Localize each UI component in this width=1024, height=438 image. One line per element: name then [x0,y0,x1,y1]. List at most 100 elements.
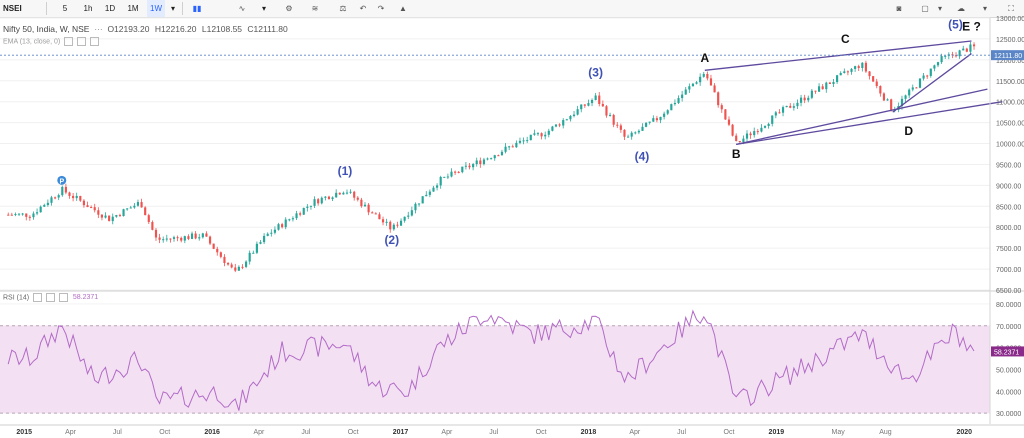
candle [814,90,817,92]
candle [205,233,208,237]
interval-dropdown-icon[interactable]: ▾ [170,4,175,13]
compare-icon[interactable]: ≋ [311,4,319,13]
rsi-tick: 40.0000 [996,389,1021,396]
candle [526,140,529,142]
more-icon[interactable]: ⋯ [91,24,106,34]
settings-icon[interactable]: ⚙ [285,4,293,13]
legend-open: O12193.20 [107,24,150,34]
rsi-tick: 30.0000 [996,411,1021,418]
candle [342,192,345,195]
candle [536,133,540,135]
candle [562,120,565,126]
settings-icon[interactable] [77,37,87,46]
candle [915,87,918,89]
candle [100,214,104,218]
candle [241,266,244,268]
candles-icon[interactable]: ▮▮ [192,4,202,13]
price-tick: 9500.00 [996,162,1021,169]
candle [663,113,666,117]
price-tick: 13000.00 [996,16,1024,23]
candle [356,197,359,200]
hide-icon[interactable] [64,37,74,46]
candle [245,261,248,267]
candle [126,208,129,210]
time-tick: 2017 [393,429,409,436]
candle [713,85,716,93]
candle [717,92,720,106]
last-price-label: 12111.80 [994,53,1022,60]
candle [291,218,295,220]
interval-1w-button[interactable]: 1W [147,0,165,17]
cloud-dropdown-icon[interactable]: ▾ [982,4,987,13]
candle [490,158,493,160]
wave-labels: (1) (2) (3) (4) (5) A B C D E ? P [57,17,981,247]
alert-icon[interactable]: ⚖ [339,4,347,13]
candle [727,119,731,125]
candle [50,197,53,203]
time-tick: Jul [489,429,498,436]
redo-icon[interactable]: ↷ [377,4,385,13]
candle [922,75,925,79]
interval-1h-button[interactable]: 1h [83,4,93,13]
candle [695,82,698,84]
candle [104,215,107,218]
price-tick: 6500.00 [996,288,1021,295]
settings-icon[interactable] [45,293,55,302]
candle [936,62,940,66]
candle [551,126,554,131]
candle [645,122,648,127]
candle [735,135,738,141]
candle [756,131,759,133]
candle [57,195,60,198]
wave-label: (2) [384,233,399,247]
interval-5m-button[interactable]: 5 [62,4,68,13]
cloud-save-icon[interactable]: ☁ [957,4,965,13]
candle [832,82,835,84]
candle [360,199,363,207]
candle [598,95,601,104]
wave-label: (1) [338,164,353,178]
rsi-label: RSI (14) [3,294,30,302]
snapshot-icon[interactable]: ◙ [896,4,902,13]
candle [659,116,662,121]
wave-label: C [841,32,850,46]
publish-icon[interactable]: ▲ [399,4,407,13]
candle [464,165,467,167]
layout-dropdown-icon[interactable]: ▾ [937,4,942,13]
candle [781,107,785,113]
ema-label: EMA (13, close, 0) [3,38,61,46]
layout-icon[interactable]: ▢ [921,4,929,13]
time-tick: 2015 [16,429,32,436]
candle [753,131,756,136]
candle [890,99,893,111]
time-tick: Apr [254,429,266,436]
undo-icon[interactable]: ↶ [359,4,367,13]
fullscreen-icon[interactable]: ⛶ [1008,4,1014,13]
rsi-band [0,325,990,414]
indicators-icon[interactable]: ∿ [238,4,246,13]
candle [677,98,680,103]
close-icon[interactable] [58,293,68,302]
candle [230,264,233,268]
close-icon[interactable] [90,37,100,46]
candle [277,224,280,230]
candle [90,207,93,209]
candle [738,140,741,143]
candle [634,132,637,134]
candle [266,233,269,236]
dropdown-icon[interactable]: ▾ [261,4,266,13]
trendlines[interactable] [704,40,1003,146]
candle [817,86,821,92]
candle [612,114,615,125]
interval-1m-button[interactable]: 1M [127,4,139,13]
candle [868,71,871,77]
interval-1d-button[interactable]: 1D [104,4,116,13]
candle [850,68,853,72]
ema-legend: EMA (13, close, 0) [3,37,100,46]
candle [335,192,338,198]
candle [223,256,226,264]
symbol-search[interactable]: NSEI [3,4,22,13]
time-tick: May [832,429,846,436]
hide-icon[interactable] [33,293,43,302]
